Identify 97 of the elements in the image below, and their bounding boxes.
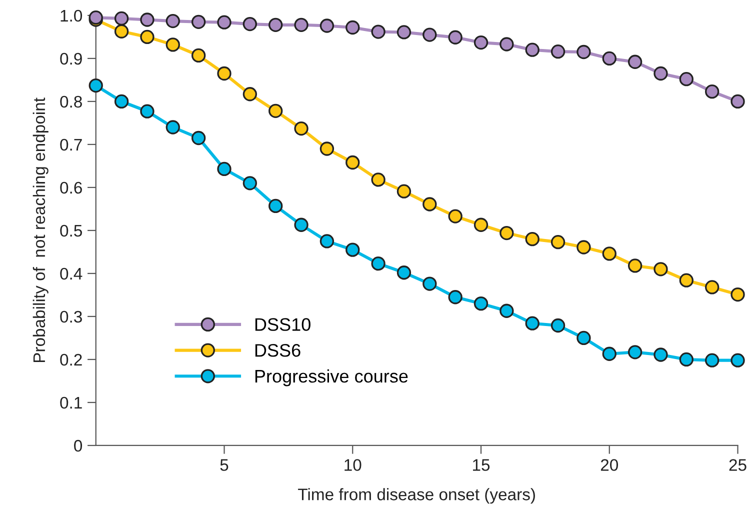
y-tick-label: 0.9 (60, 52, 82, 65)
point (525, 316, 540, 330)
point (422, 28, 437, 42)
point (550, 318, 566, 333)
y-tick-label: 0.1 (60, 396, 82, 409)
point (602, 51, 616, 66)
point (294, 218, 308, 232)
point (628, 258, 642, 273)
point (242, 176, 258, 190)
point (268, 104, 283, 118)
point (500, 37, 514, 52)
point (448, 290, 462, 304)
point (474, 35, 488, 50)
point (346, 242, 360, 257)
point (346, 155, 360, 170)
point (217, 66, 232, 81)
point (242, 87, 258, 102)
point (705, 353, 720, 368)
point (576, 44, 591, 60)
point (525, 232, 540, 246)
x-tick-label: 10 (344, 459, 362, 471)
point (371, 256, 386, 271)
point (525, 42, 540, 57)
y-axis-title: Probability of not reaching endpoint (32, 98, 48, 362)
x-axis-title: Time from disease onset (years) (298, 488, 535, 504)
point (191, 14, 206, 29)
point (166, 38, 180, 52)
point (396, 266, 412, 280)
point (550, 44, 566, 59)
point (88, 78, 103, 93)
point (500, 226, 514, 240)
point (320, 234, 334, 248)
point (679, 273, 694, 288)
point (679, 72, 694, 86)
point (422, 197, 437, 212)
point (140, 12, 154, 27)
point (114, 24, 129, 38)
point (346, 20, 360, 35)
point (628, 54, 642, 69)
legend-label: DSS6 (255, 344, 300, 357)
y-tick-label: 0 (74, 440, 82, 452)
point (654, 348, 668, 362)
point (576, 240, 591, 254)
y-tick-label: 0.6 (60, 182, 82, 194)
legend-label: Progressive course (255, 369, 408, 386)
point (705, 84, 720, 99)
point (166, 120, 180, 134)
point (217, 15, 232, 30)
y-tick-label: 0.3 (60, 310, 82, 323)
point (320, 142, 334, 156)
point (474, 218, 488, 232)
y-tick-label: 1.0 (60, 10, 82, 22)
point (140, 30, 154, 44)
point (217, 162, 232, 176)
point (679, 352, 694, 367)
point (396, 25, 412, 40)
y-tick-label: 0.5 (60, 224, 82, 237)
y-tick-label: 0.8 (60, 96, 82, 108)
point (628, 345, 642, 360)
x-tick-label: 15 (473, 459, 490, 471)
point (294, 18, 308, 32)
legend-label: DSS10 (255, 318, 310, 331)
point (602, 246, 616, 261)
point (654, 262, 668, 276)
point (500, 304, 514, 318)
x-tick-label: 20 (600, 459, 618, 471)
point (730, 287, 745, 302)
point (191, 48, 206, 63)
y-tick-label: 0.2 (60, 354, 82, 366)
point (448, 30, 462, 44)
point (191, 130, 206, 146)
point (448, 209, 462, 224)
x-tick-label: 5 (220, 459, 228, 471)
point (320, 18, 334, 33)
point (576, 330, 591, 346)
point (654, 66, 668, 81)
point (730, 94, 745, 109)
point (242, 16, 258, 32)
point (371, 24, 386, 39)
point (602, 346, 616, 361)
point (371, 172, 386, 187)
point (730, 353, 745, 368)
point (140, 104, 154, 118)
point (474, 296, 488, 311)
point (166, 14, 180, 28)
y-tick-label: 0.4 (60, 268, 82, 280)
point (396, 184, 412, 198)
point (294, 121, 308, 136)
point (268, 18, 283, 32)
point (550, 234, 566, 250)
point (422, 276, 437, 291)
x-tick-label: 25 (729, 459, 746, 471)
y-tick-label: 0.7 (60, 138, 82, 151)
point (705, 280, 720, 294)
point (268, 198, 283, 214)
point (114, 94, 129, 109)
point (114, 11, 129, 26)
